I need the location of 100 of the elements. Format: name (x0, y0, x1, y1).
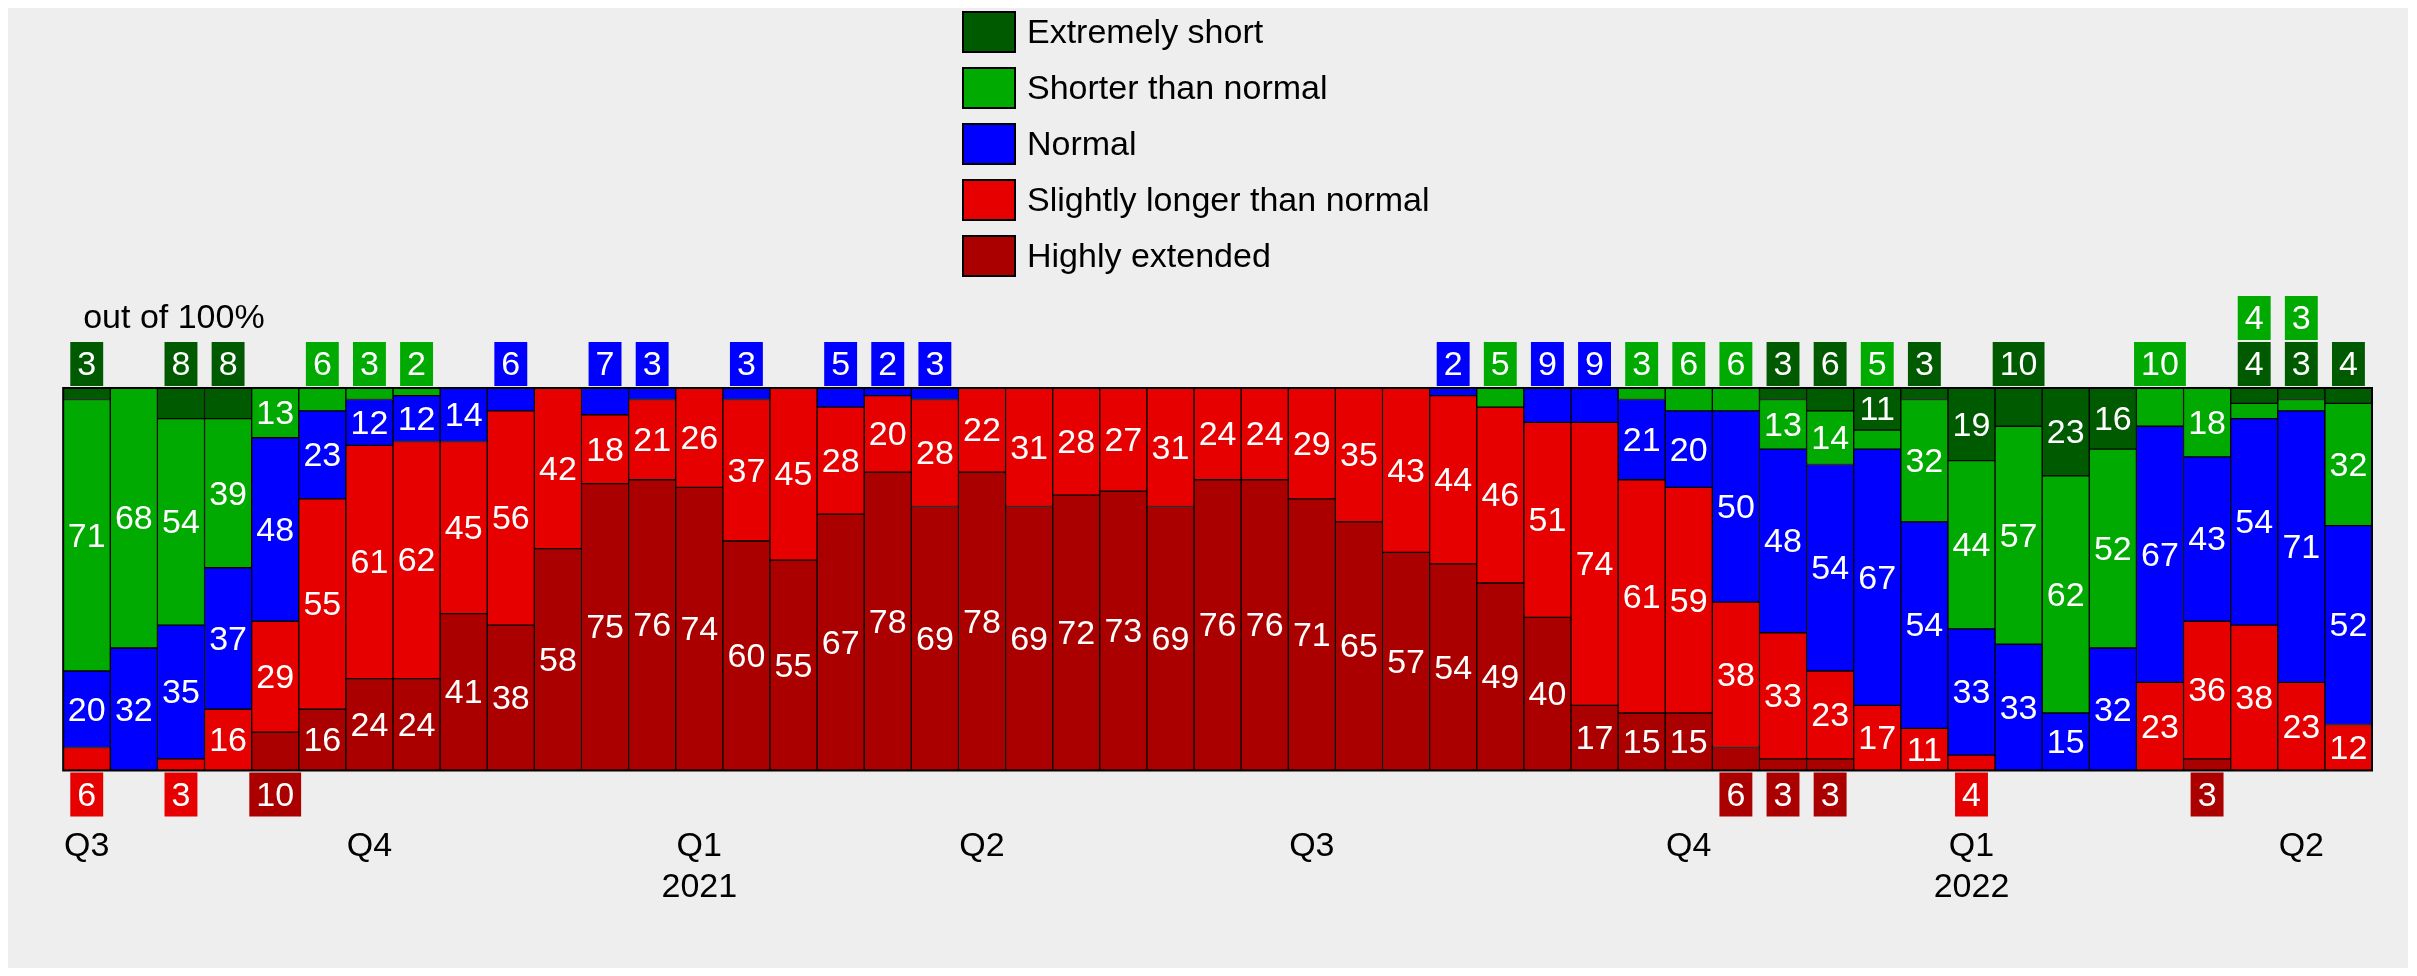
data-label: 68 (114, 498, 153, 537)
data-label: 6 (1726, 774, 1746, 813)
data-label: 38 (1716, 655, 1755, 694)
data-label: 54 (1434, 647, 1473, 686)
data-label: 6 (1679, 344, 1699, 383)
data-label: 49 (1481, 657, 1520, 696)
data-label: 24 (350, 704, 389, 743)
data-label: 16 (2093, 398, 2132, 437)
data-label: 15 (1669, 722, 1708, 761)
data-label: 69 (1151, 618, 1190, 657)
data-label: 20 (67, 689, 106, 728)
data-label: 13 (256, 393, 295, 432)
data-label: 19 (1952, 404, 1991, 443)
data-label: 15 (1622, 722, 1661, 761)
data-label: 35 (162, 672, 200, 711)
data-label: 69 (915, 618, 954, 657)
data-label: 61 (350, 542, 389, 581)
data-label: 71 (67, 515, 106, 554)
data-label: 14 (1811, 418, 1850, 457)
data-label: 10 (1999, 344, 2038, 383)
data-label: 69 (1010, 618, 1049, 657)
data-label: 3 (171, 774, 191, 813)
data-label: 40 (1528, 674, 1567, 713)
data-label: 12 (397, 398, 436, 437)
data-label: 75 (586, 607, 624, 646)
x-tick-label: Q1 2022 (1933, 825, 2010, 904)
data-label: 32 (114, 689, 153, 728)
data-label: 67 (2141, 534, 2179, 573)
data-label: 21 (1622, 420, 1661, 458)
data-label: 23 (1811, 695, 1850, 734)
data-label: 14 (444, 395, 483, 434)
data-label: 54 (1811, 548, 1850, 587)
legend-label: Highly extended (1027, 236, 1271, 275)
data-label: 43 (1387, 450, 1425, 489)
data-label: 35 (1340, 435, 1378, 474)
data-label: 24 (1198, 414, 1237, 453)
data-label: 62 (397, 540, 436, 579)
data-label: 55 (774, 645, 813, 684)
data-label: 29 (1292, 423, 1331, 462)
data-label: 32 (2329, 444, 2368, 483)
data-label: 58 (539, 639, 577, 678)
data-label: 8 (218, 344, 238, 383)
data-label: 23 (2282, 706, 2321, 745)
data-label: 7 (595, 344, 615, 383)
data-label: 42 (539, 448, 577, 487)
data-label: 2 (1443, 344, 1463, 383)
data-label: 36 (2188, 670, 2226, 709)
data-label: 3 (2291, 344, 2311, 383)
data-label: 12 (2329, 727, 2368, 766)
data-label: 48 (256, 509, 295, 548)
data-label: 6 (77, 774, 97, 813)
data-label: 5 (831, 344, 851, 383)
legend-label: Shorter than normal (1027, 68, 1328, 107)
data-label: 44 (1434, 460, 1473, 499)
data-label: 37 (209, 618, 248, 657)
x-tick-label: Q1 2021 (661, 825, 738, 904)
x-tick-label: Q2 (2278, 825, 2324, 864)
data-label: 32 (1905, 441, 1944, 480)
data-label: 17 (1858, 718, 1897, 757)
data-label: 21 (633, 420, 672, 458)
data-label: 60 (727, 636, 766, 675)
data-label: 38 (2235, 678, 2274, 717)
data-label: 76 (1198, 605, 1237, 644)
data-label: 57 (1387, 641, 1425, 680)
data-label: 6 (1820, 344, 1840, 383)
data-label: 10 (2141, 344, 2179, 383)
data-label: 33 (1999, 687, 2038, 726)
data-label: 3 (2197, 774, 2217, 813)
data-label: 3 (1632, 344, 1652, 383)
data-label: 3 (642, 344, 662, 383)
data-label: 54 (1905, 605, 1944, 644)
data-label: 52 (2329, 605, 2368, 644)
data-label: 48 (1764, 521, 1802, 560)
legend-label: Slightly longer than normal (1027, 180, 1430, 219)
data-label: 37 (727, 450, 766, 489)
data-label: 3 (77, 344, 97, 383)
data-label: 71 (2282, 527, 2321, 566)
data-label: 23 (303, 435, 342, 474)
data-label: 26 (680, 418, 719, 457)
data-label: 39 (209, 473, 248, 512)
data-label: 10 (256, 774, 295, 813)
data-label: 41 (444, 672, 483, 711)
legend-label: Normal (1027, 124, 1137, 163)
data-label: 29 (256, 657, 295, 696)
data-label: 67 (821, 622, 860, 661)
data-label: 18 (2188, 402, 2226, 441)
data-label: 31 (1010, 427, 1049, 466)
data-label: 54 (2235, 502, 2274, 541)
data-label: 73 (1104, 611, 1143, 650)
data-label: 18 (586, 429, 624, 468)
data-label: 28 (915, 433, 954, 472)
data-label: 3 (1773, 344, 1793, 383)
data-label: 5 (1867, 344, 1887, 383)
data-label: 6 (1726, 344, 1746, 383)
x-tick-label: Q4 (1666, 825, 1712, 864)
data-label: 52 (2093, 528, 2132, 567)
data-label: 32 (2093, 689, 2132, 728)
data-label: 76 (1245, 605, 1284, 644)
data-label: 78 (963, 601, 1001, 640)
data-label: 51 (1528, 500, 1567, 539)
